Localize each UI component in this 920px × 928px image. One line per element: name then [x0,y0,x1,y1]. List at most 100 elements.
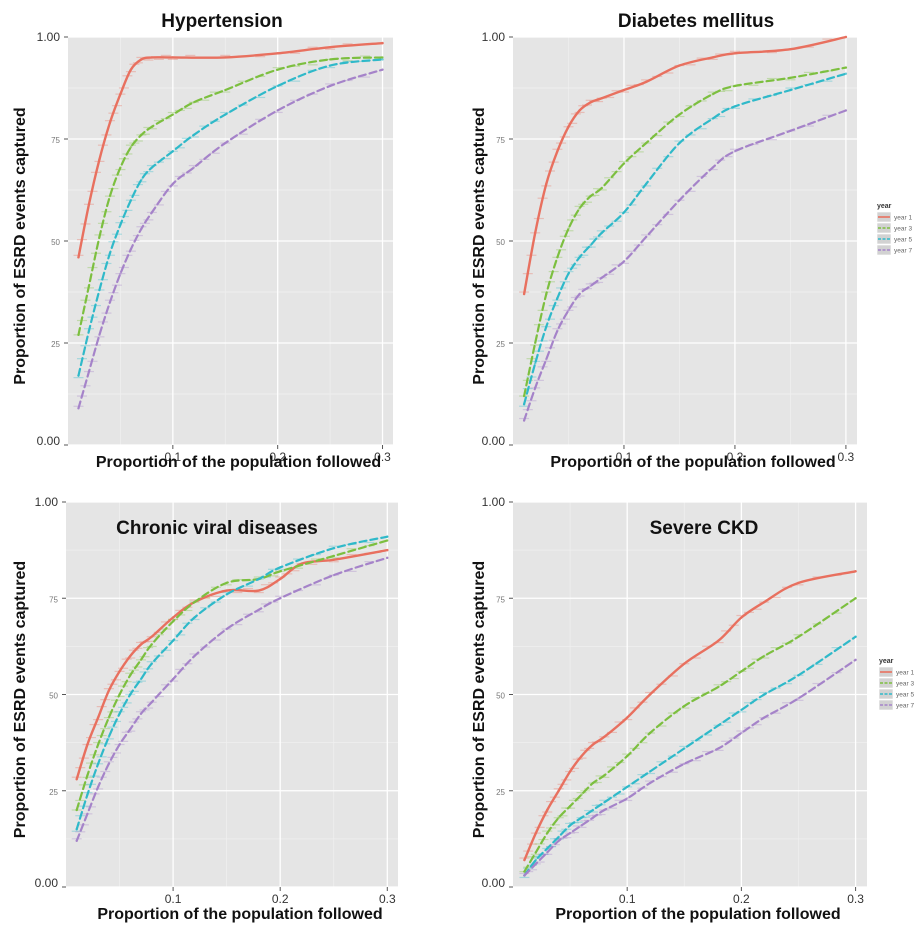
data-point [797,635,800,638]
data-point [545,358,548,361]
data-point [711,92,714,96]
data-point [648,770,652,773]
data-point [107,735,111,739]
data-point [96,762,100,765]
data-point [140,58,143,61]
y-tick-label: 0.00 [482,434,506,448]
data-point [171,639,175,642]
data-point [225,581,228,585]
data-point [797,581,800,585]
y-tick-label: 75 [49,595,58,604]
data-point [139,677,143,681]
data-point [332,573,335,577]
y-tick-label: 75 [496,595,505,604]
data-point [171,616,175,619]
data-point [603,808,606,812]
data-point [546,808,549,812]
x-axis-label: Proportion of the population followed [96,454,381,471]
data-point [129,727,132,731]
data-point [567,309,570,312]
data-point [589,194,592,198]
y-tick-label: 0.00 [482,876,506,890]
x-tick-label: 0.2 [269,450,286,464]
data-point [87,329,91,332]
chart-panel-4: 0.00 25 50 75 1.00 0.1 0.2 0.3 Severe CKD Proport… [471,495,914,923]
data-point [522,403,526,406]
data-point [591,743,595,746]
data-point [740,731,743,735]
data-point [257,589,260,592]
data-point [86,812,89,816]
data-point [567,125,570,128]
data-point [534,858,538,862]
data-point [546,851,549,854]
series-line-year-7 [523,658,857,877]
legend-label: year 3 [896,681,914,688]
data-point [600,186,603,190]
data-point [733,84,737,88]
data-point [789,48,792,51]
series-line-year-5 [523,635,857,877]
data-point [98,235,101,239]
data-point [77,333,80,337]
data-point [119,166,122,169]
legend-title: year [877,203,892,210]
data-point [711,166,714,169]
data-point [129,674,132,677]
data-point [683,747,686,750]
x-tick-label: 0.3 [838,450,855,464]
data-point [257,608,260,611]
data-point [534,831,538,835]
panel-title: Diabetes mellitus [618,11,774,32]
data-point [557,816,560,819]
y-axis-label: Proportion of ESRD events captured [12,561,29,838]
panel-title: Chronic viral diseases [116,518,318,539]
data-point [150,125,154,128]
data-point [797,674,800,677]
data-point [763,600,766,604]
data-point [224,88,227,92]
y-axis-label: Proportion of ESRD events captured [471,107,488,384]
data-point [107,689,111,692]
series-line-year-5 [77,58,384,377]
y-tick-label: 25 [496,340,505,349]
data-point [854,658,857,662]
data-point [75,839,78,842]
data-point [740,708,743,712]
data-point [77,256,80,259]
data-point [193,600,196,604]
x-tick-label: 0.1 [619,892,636,906]
data-point [625,785,629,789]
data-point [557,835,560,839]
data-point [545,292,548,296]
data-point [625,797,629,800]
data-point [854,570,857,573]
data-point [522,394,526,398]
data-point [108,301,112,304]
data-point [278,570,282,573]
data-point [678,113,681,116]
x-tick-label: 0.2 [733,892,750,906]
data-point [381,41,384,45]
data-point [328,64,332,67]
data-point [278,577,282,581]
data-point [150,211,154,214]
data-point [644,141,648,145]
data-point [278,566,282,569]
data-point [678,64,681,67]
data-point [844,109,848,112]
data-point [522,419,526,422]
data-point [789,88,792,92]
data-point [150,56,154,59]
data-point [386,539,389,542]
panel-title: Severe CKD [650,518,759,539]
data-point [108,121,112,124]
data-point [386,548,389,552]
data-point [644,80,648,84]
data-point [568,824,572,827]
x-tick-label: 0.1 [165,892,182,906]
data-point [96,743,100,746]
